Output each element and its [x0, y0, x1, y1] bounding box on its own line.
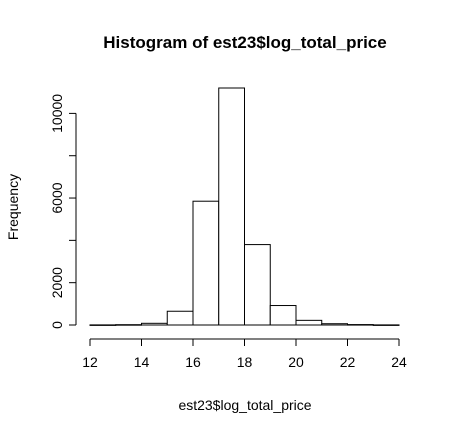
histogram-bar: [244, 244, 271, 326]
histogram-bar: [141, 322, 168, 326]
histogram-bar: [269, 305, 297, 326]
x-axis-label: est23$log_total_price: [178, 397, 311, 413]
histogram-bar: [218, 87, 245, 326]
x-tick-label: 22: [340, 354, 356, 370]
x-tick-label: 20: [288, 354, 304, 370]
y-axis: 0 2000 6000 10000: [49, 94, 77, 329]
histogram-bar: [372, 324, 400, 326]
y-tick-label: 6000: [49, 182, 65, 213]
histogram-bar: [89, 324, 117, 326]
x-tick-label: 16: [185, 354, 201, 370]
x-axis: 12 14 16 18 20 22 24: [82, 338, 407, 370]
chart-title: Histogram of est23$log_total_price: [103, 33, 386, 52]
histogram-bar: [295, 319, 323, 326]
histogram-bar: [321, 323, 348, 326]
x-tick-label: 12: [82, 354, 98, 370]
x-tick-label: 18: [237, 354, 253, 370]
x-tick-label: 24: [391, 354, 407, 370]
histogram-bar: [192, 200, 220, 326]
y-axis-label: Frequency: [5, 174, 21, 240]
histogram-bar: [347, 324, 374, 326]
y-tick-label: 10000: [49, 94, 65, 133]
bars-group: [89, 87, 400, 326]
x-tick-label: 14: [134, 354, 150, 370]
y-tick-label: 2000: [49, 267, 65, 298]
histogram-bar: [166, 310, 194, 326]
y-tick-label: 0: [49, 321, 65, 329]
histogram-bar: [115, 324, 142, 326]
